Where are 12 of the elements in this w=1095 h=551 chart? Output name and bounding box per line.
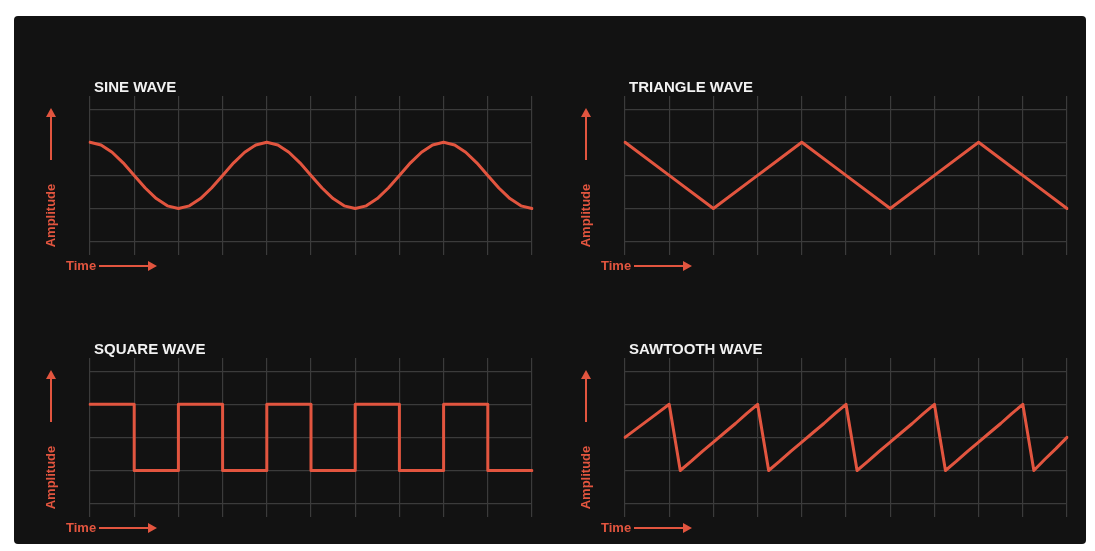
y-axis-title: Amplitude (42, 182, 58, 250)
chart-title: TRIANGLE WAVE (629, 78, 753, 95)
y-axis-title: Amplitude (577, 182, 593, 250)
x-axis-title: Time (601, 258, 632, 274)
x-axis-title: Time (66, 520, 97, 536)
y-axis-title: Amplitude (577, 444, 593, 512)
x-axis-title: Time (601, 520, 632, 536)
chart-title: SAWTOOTH WAVE (629, 340, 763, 357)
y-axis-title: Amplitude (42, 444, 58, 512)
x-axis-title: Time (66, 258, 97, 274)
chart-title: SINE WAVE (94, 78, 177, 95)
chart-title: SQUARE WAVE (94, 340, 206, 357)
